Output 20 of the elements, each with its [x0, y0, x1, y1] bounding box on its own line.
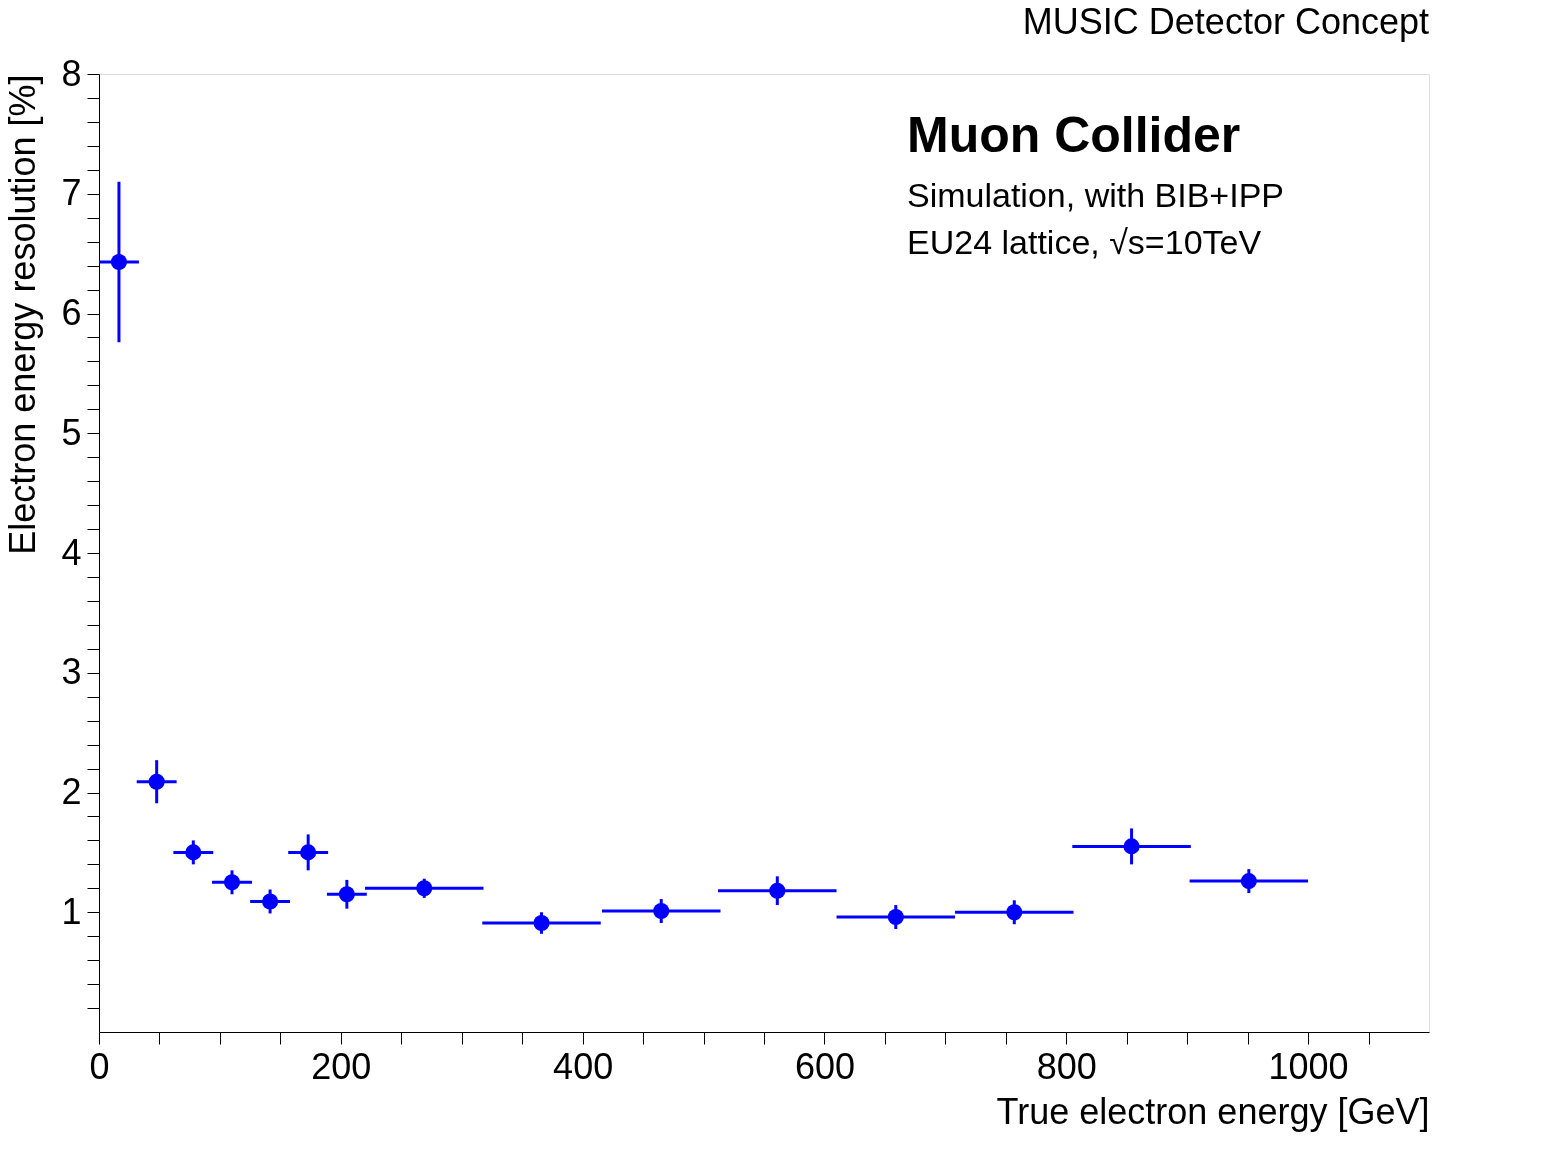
x-tick-label: 600 [794, 1045, 855, 1087]
y-tick-label: 8 [61, 52, 82, 94]
x-tick-label: 800 [1036, 1045, 1097, 1087]
annotation: EU24 lattice, √s=10TeV [907, 223, 1262, 261]
y-tick-label: 7 [61, 172, 82, 214]
y-axis-title: Electron energy resolution [%] [2, 74, 44, 555]
x-tick-label: 200 [311, 1045, 372, 1087]
y-tick-label: 6 [61, 292, 82, 333]
y-tick-label: 5 [61, 411, 82, 453]
annotation: Muon Collider [907, 107, 1241, 163]
y-tick-label: 3 [61, 651, 82, 693]
x-tick-label: 1000 [1268, 1045, 1349, 1087]
y-tick-label: 2 [61, 771, 82, 812]
x-tick-label: 0 [89, 1045, 110, 1087]
x-tick-label: 400 [553, 1045, 614, 1087]
annotation: Simulation, with BIB+IPP [907, 176, 1285, 214]
y-tick-label: 1 [61, 890, 82, 932]
y-tick-label: 4 [61, 531, 82, 573]
chart-title: MUSIC Detector Concept [1022, 1, 1429, 42]
x-axis-title: True electron energy [GeV] [996, 1090, 1430, 1132]
